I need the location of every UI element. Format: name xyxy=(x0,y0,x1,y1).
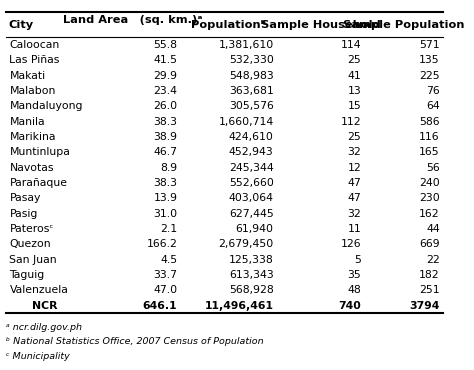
Text: 240: 240 xyxy=(419,178,440,188)
Text: Marikina: Marikina xyxy=(9,132,56,142)
Text: 452,943: 452,943 xyxy=(229,147,273,157)
Text: 162: 162 xyxy=(419,209,440,219)
Text: 48: 48 xyxy=(347,286,361,296)
Text: 33.7: 33.7 xyxy=(153,270,177,280)
Text: 41.5: 41.5 xyxy=(153,56,177,65)
Text: 44: 44 xyxy=(426,224,440,234)
Text: 363,681: 363,681 xyxy=(229,86,273,96)
Text: ᵇ National Statistics Office, 2007 Census of Population: ᵇ National Statistics Office, 2007 Censu… xyxy=(6,337,264,346)
Text: 305,576: 305,576 xyxy=(229,101,273,111)
Text: 47: 47 xyxy=(347,194,361,204)
Text: Paterosᶜ: Paterosᶜ xyxy=(9,224,54,234)
Text: 627,445: 627,445 xyxy=(229,209,273,219)
Text: Land Area (sq. km.)ᵃ: Land Area (sq. km.)ᵃ xyxy=(63,16,202,26)
Text: Las Piñas: Las Piñas xyxy=(9,56,60,65)
Text: 15: 15 xyxy=(347,101,361,111)
Text: Sample Population: Sample Population xyxy=(343,20,465,30)
Text: Taguig: Taguig xyxy=(9,270,45,280)
Text: 31.0: 31.0 xyxy=(153,209,177,219)
Text: 126: 126 xyxy=(340,239,361,249)
Text: 424,610: 424,610 xyxy=(229,132,273,142)
Text: Makati: Makati xyxy=(9,71,46,81)
Text: 25: 25 xyxy=(347,56,361,65)
Text: 125,338: 125,338 xyxy=(229,255,273,265)
Text: 56: 56 xyxy=(426,163,440,173)
Text: 165: 165 xyxy=(419,147,440,157)
Text: ᶜ Municipality: ᶜ Municipality xyxy=(6,352,70,361)
Text: 568,928: 568,928 xyxy=(229,286,273,296)
Text: 11: 11 xyxy=(347,224,361,234)
Text: 166.2: 166.2 xyxy=(146,239,177,249)
Text: Pasay: Pasay xyxy=(9,194,41,204)
Text: Populationᵇ: Populationᵇ xyxy=(191,20,266,30)
Text: 38.3: 38.3 xyxy=(153,117,177,127)
Text: 47.0: 47.0 xyxy=(153,286,177,296)
Text: Malabon: Malabon xyxy=(9,86,56,96)
Text: NCR: NCR xyxy=(33,301,58,311)
Text: 112: 112 xyxy=(340,117,361,127)
Text: ᵃ ncr.dilg.gov.ph: ᵃ ncr.dilg.gov.ph xyxy=(6,323,82,332)
Text: 548,983: 548,983 xyxy=(229,71,273,81)
Text: 61,940: 61,940 xyxy=(236,224,273,234)
Text: 55.8: 55.8 xyxy=(153,40,177,50)
Text: 11,496,461: 11,496,461 xyxy=(205,301,273,311)
Text: 230: 230 xyxy=(419,194,440,204)
Text: 35: 35 xyxy=(347,270,361,280)
Text: 552,660: 552,660 xyxy=(229,178,273,188)
Text: 646.1: 646.1 xyxy=(143,301,177,311)
Text: 13.9: 13.9 xyxy=(153,194,177,204)
Text: Parañaque: Parañaque xyxy=(9,178,67,188)
Text: Manila: Manila xyxy=(9,117,45,127)
Text: 586: 586 xyxy=(419,117,440,127)
Text: Navotas: Navotas xyxy=(9,163,54,173)
Text: 76: 76 xyxy=(426,86,440,96)
Text: 41: 41 xyxy=(347,71,361,81)
Text: 5: 5 xyxy=(354,255,361,265)
Text: 1,660,714: 1,660,714 xyxy=(219,117,273,127)
Text: 182: 182 xyxy=(419,270,440,280)
Text: 32: 32 xyxy=(347,147,361,157)
Text: 25: 25 xyxy=(347,132,361,142)
Text: 26.0: 26.0 xyxy=(153,101,177,111)
Text: 245,344: 245,344 xyxy=(229,163,273,173)
Text: Pasig: Pasig xyxy=(9,209,38,219)
Text: City: City xyxy=(8,20,33,30)
Text: 2.1: 2.1 xyxy=(160,224,177,234)
Text: 8.9: 8.9 xyxy=(160,163,177,173)
Text: Muntinlupa: Muntinlupa xyxy=(9,147,70,157)
Text: 669: 669 xyxy=(419,239,440,249)
Text: 47: 47 xyxy=(347,178,361,188)
Text: 23.4: 23.4 xyxy=(153,86,177,96)
Text: 571: 571 xyxy=(419,40,440,50)
Text: 46.7: 46.7 xyxy=(153,147,177,157)
Text: Sample Household: Sample Household xyxy=(261,20,381,30)
Text: 1,381,610: 1,381,610 xyxy=(219,40,273,50)
Text: 38.9: 38.9 xyxy=(153,132,177,142)
Text: 12: 12 xyxy=(347,163,361,173)
Text: 114: 114 xyxy=(340,40,361,50)
Text: Caloocan: Caloocan xyxy=(9,40,60,50)
Text: 225: 225 xyxy=(419,71,440,81)
Text: 4.5: 4.5 xyxy=(160,255,177,265)
Text: 64: 64 xyxy=(426,101,440,111)
Text: San Juan: San Juan xyxy=(9,255,57,265)
Text: 403,064: 403,064 xyxy=(228,194,273,204)
Text: 22: 22 xyxy=(426,255,440,265)
Text: 740: 740 xyxy=(338,301,361,311)
Text: Quezon: Quezon xyxy=(9,239,51,249)
Text: 38.3: 38.3 xyxy=(153,178,177,188)
Text: 532,330: 532,330 xyxy=(229,56,273,65)
Text: 3794: 3794 xyxy=(410,301,440,311)
Text: 2,679,450: 2,679,450 xyxy=(219,239,273,249)
Text: 116: 116 xyxy=(419,132,440,142)
Text: 29.9: 29.9 xyxy=(153,71,177,81)
Text: 13: 13 xyxy=(347,86,361,96)
Text: 613,343: 613,343 xyxy=(229,270,273,280)
Text: Valenzuela: Valenzuela xyxy=(9,286,68,296)
Text: Mandaluyong: Mandaluyong xyxy=(9,101,83,111)
Text: 251: 251 xyxy=(419,286,440,296)
Text: 32: 32 xyxy=(347,209,361,219)
Text: 135: 135 xyxy=(419,56,440,65)
